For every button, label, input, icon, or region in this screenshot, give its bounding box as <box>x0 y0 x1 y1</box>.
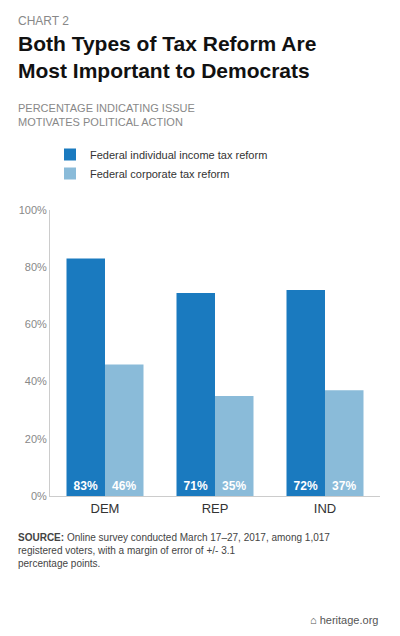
svg-text:72%: 72% <box>294 479 318 493</box>
svg-text:PERCENTAGE INDICATING ISSUEMOT: PERCENTAGE INDICATING ISSUEMOTIVATES POL… <box>18 102 195 128</box>
svg-text:IND: IND <box>314 501 336 516</box>
svg-text:Federal individual income tax: Federal individual income tax reform <box>90 149 267 161</box>
svg-text:83%: 83% <box>74 479 98 493</box>
svg-text:0%: 0% <box>31 490 47 502</box>
svg-text:46%: 46% <box>112 479 136 493</box>
svg-text:40%: 40% <box>25 375 47 387</box>
svg-text:60%: 60% <box>25 318 47 330</box>
svg-text:SOURCE: Online survey conducte: SOURCE: Online survey conducted March 17… <box>18 532 330 569</box>
svg-text:DEM: DEM <box>91 501 120 516</box>
svg-text:100%: 100% <box>19 204 47 216</box>
svg-text:80%: 80% <box>25 261 47 273</box>
svg-text:37%: 37% <box>332 479 356 493</box>
svg-text:REP: REP <box>202 501 229 516</box>
svg-text:20%: 20% <box>25 433 47 445</box>
svg-text:Federal corporate tax reform: Federal corporate tax reform <box>90 168 229 180</box>
svg-text:35%: 35% <box>222 479 246 493</box>
svg-text:71%: 71% <box>184 479 208 493</box>
svg-text:Both Types of Tax Reform AreMo: Both Types of Tax Reform AreMost Importa… <box>18 32 316 82</box>
svg-text:⌂ heritage.org: ⌂ heritage.org <box>310 614 378 626</box>
svg-text:CHART 2: CHART 2 <box>18 14 69 28</box>
